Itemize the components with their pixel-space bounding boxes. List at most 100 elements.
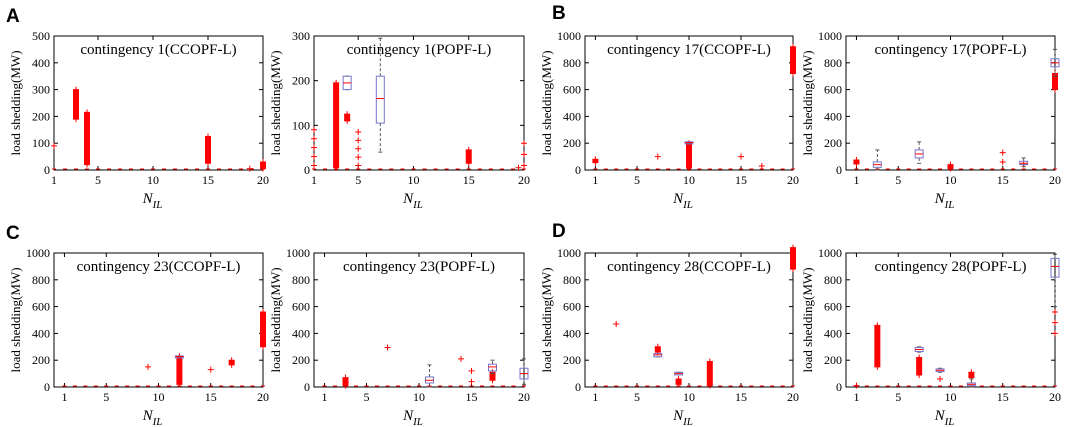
outlier-cluster bbox=[344, 111, 351, 124]
outlier-point bbox=[468, 378, 475, 385]
chart-title: contingency 1(POPF-L) bbox=[347, 42, 492, 58]
y-tick-label: 600 bbox=[824, 300, 842, 314]
outlier-cluster bbox=[937, 375, 944, 382]
box-iqr bbox=[1050, 257, 1060, 278]
outlier-point bbox=[686, 164, 692, 171]
y-axis-label: load shedding(MW) bbox=[539, 50, 554, 155]
outlier-cluster bbox=[675, 375, 682, 388]
y-tick-label: 200 bbox=[824, 136, 842, 150]
outlier-cluster bbox=[73, 86, 79, 123]
x-tick-label: 15 bbox=[466, 390, 478, 404]
outlier-point bbox=[706, 382, 713, 389]
outlier-point bbox=[999, 158, 1006, 165]
x-tick-label: 5 bbox=[95, 173, 101, 187]
axes-frame bbox=[53, 35, 264, 171]
y-tick-label: 400 bbox=[563, 109, 581, 123]
outlier-cluster bbox=[84, 109, 90, 168]
outlier-point bbox=[355, 129, 362, 136]
outlier-cluster bbox=[592, 156, 599, 166]
outlier-point bbox=[790, 43, 796, 50]
outlier-point bbox=[458, 355, 464, 362]
dense-outliers bbox=[260, 311, 266, 347]
x-tick-label: 1 bbox=[853, 173, 859, 187]
outlier-cluster bbox=[228, 357, 235, 368]
outlier-point bbox=[916, 371, 923, 378]
outlier-cluster bbox=[207, 366, 214, 373]
x-tick-label: 5 bbox=[895, 390, 901, 404]
chart-title: contingency 28(POPF-L) bbox=[874, 259, 1026, 275]
y-axis-label: load shedding(MW) bbox=[539, 267, 554, 372]
x-tick-label: 10 bbox=[407, 173, 419, 187]
dense-outliers bbox=[686, 143, 692, 168]
outlier-point bbox=[790, 244, 796, 251]
x-tick-label: 10 bbox=[683, 390, 695, 404]
box-plot bbox=[653, 353, 663, 358]
outlier-point bbox=[675, 375, 682, 382]
y-tick-label: 300 bbox=[292, 29, 310, 43]
axes-frame bbox=[313, 35, 525, 171]
outlier-cluster bbox=[706, 358, 713, 389]
outlier-cluster bbox=[465, 146, 472, 167]
x-tick-label: 15 bbox=[735, 173, 747, 187]
x-tick-label: 1 bbox=[592, 390, 598, 404]
y-tick-label: 800 bbox=[824, 273, 842, 287]
outlier-cluster bbox=[999, 149, 1006, 165]
outlier-cluster bbox=[968, 369, 975, 381]
y-tick-label: 800 bbox=[292, 273, 310, 287]
y-tick-label: 1000 bbox=[557, 246, 581, 260]
chart-title: contingency 28(CCOPF-L) bbox=[607, 259, 771, 275]
x-tick-label: 20 bbox=[518, 173, 530, 187]
outlier-point bbox=[937, 375, 944, 382]
y-tick-label: 100 bbox=[292, 118, 310, 132]
outlier-point bbox=[675, 381, 682, 388]
chart-panel-4: contingency 17(POPF-L) 0 200 400 600 800 1000 1… bbox=[800, 29, 1061, 211]
outlier-cluster bbox=[1052, 308, 1058, 337]
y-tick-label: 0 bbox=[575, 380, 581, 394]
outlier-point bbox=[521, 140, 527, 147]
box-plot bbox=[174, 355, 184, 359]
outlier-point bbox=[355, 154, 362, 161]
dense-outliers bbox=[465, 149, 472, 164]
dense-outliers bbox=[84, 112, 90, 165]
outlier-cluster bbox=[790, 244, 796, 273]
outlier-cluster bbox=[205, 133, 211, 167]
x-tick-label: 1 bbox=[322, 390, 328, 404]
outlier-cluster bbox=[355, 129, 362, 169]
x-axis-label: NIL bbox=[142, 408, 163, 427]
chart-panel-8: contingency 28(POPF-L) 0 200 400 600 800 1000 1… bbox=[800, 246, 1061, 427]
y-tick-label: 800 bbox=[563, 56, 581, 70]
outlier-point bbox=[311, 135, 317, 142]
outlier-point bbox=[613, 321, 620, 328]
x-tick-label: 20 bbox=[1049, 173, 1061, 187]
y-tick-label: 200 bbox=[563, 136, 581, 150]
y-tick-label: 0 bbox=[44, 380, 50, 394]
outlier-cluster bbox=[468, 367, 475, 385]
chart-title: contingency 23(POPF-L) bbox=[343, 259, 495, 275]
outlier-cluster bbox=[342, 374, 349, 389]
box-plot bbox=[1019, 157, 1029, 168]
outlier-point bbox=[73, 116, 79, 123]
y-tick-label: 400 bbox=[563, 326, 581, 340]
y-tick-label: 1000 bbox=[26, 246, 50, 260]
y-axis-label: load shedding(MW) bbox=[268, 50, 283, 155]
y-tick-label: 600 bbox=[824, 83, 842, 97]
y-tick-label: 200 bbox=[32, 353, 50, 367]
outlier-point bbox=[790, 70, 796, 77]
panel-letter: D bbox=[552, 221, 566, 242]
box-plot bbox=[914, 141, 924, 164]
outlier-point bbox=[84, 161, 90, 168]
y-axis-label: load shedding(MW) bbox=[800, 267, 815, 372]
x-axis-label: NIL bbox=[934, 408, 955, 427]
outlier-point bbox=[260, 343, 266, 350]
dense-outliers bbox=[489, 372, 496, 381]
chart-title: contingency 23(CCOPF-L) bbox=[77, 259, 241, 275]
outlier-point bbox=[355, 145, 362, 152]
x-tick-label: 5 bbox=[364, 390, 370, 404]
outlier-point bbox=[344, 117, 351, 124]
dense-outliers bbox=[73, 89, 79, 120]
outlier-cluster bbox=[51, 142, 57, 149]
outlier-cluster bbox=[686, 140, 692, 171]
panel-letter: C bbox=[6, 223, 20, 244]
